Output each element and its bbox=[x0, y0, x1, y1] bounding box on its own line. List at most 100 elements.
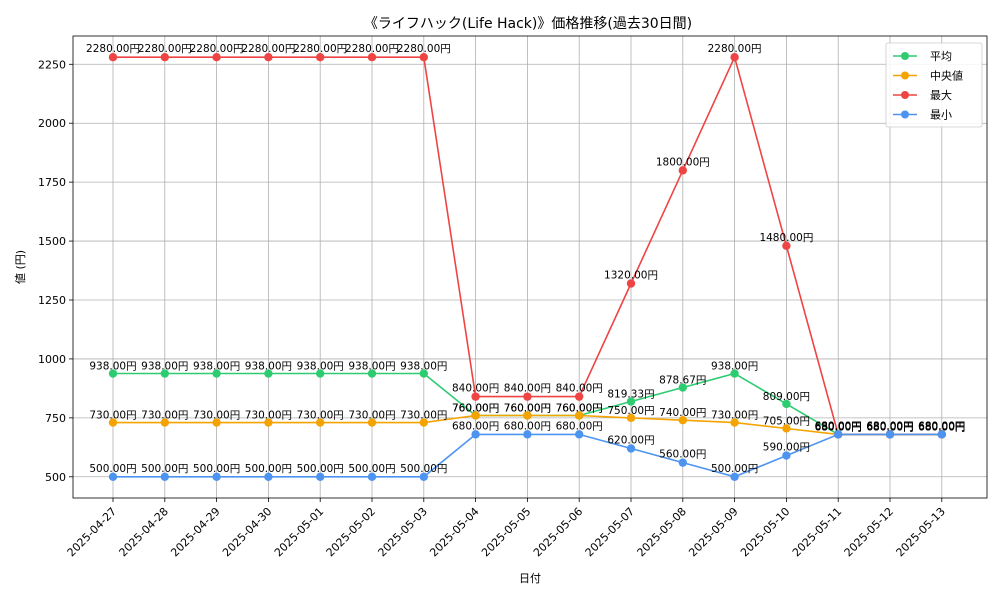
data-point bbox=[419, 369, 428, 378]
chart-title: 《ライフハック(Life Hack)》価格推移(過去30日間) bbox=[364, 16, 692, 32]
data-label: 730.00円 bbox=[711, 410, 758, 422]
x-tick-label: 2025-05-02 bbox=[324, 505, 378, 559]
plot-frame bbox=[72, 35, 988, 499]
legend-swatch-marker bbox=[901, 52, 909, 60]
x-tick-label: 2025-05-07 bbox=[583, 505, 637, 559]
x-tick-label: 2025-05-04 bbox=[427, 505, 481, 559]
data-point bbox=[316, 369, 325, 378]
data-label: 705.00円 bbox=[763, 415, 810, 427]
data-label: 1320.00円 bbox=[604, 270, 658, 282]
data-label: 680.00円 bbox=[866, 421, 913, 433]
data-point bbox=[108, 53, 118, 62]
data-point bbox=[834, 430, 843, 439]
data-point bbox=[367, 418, 377, 427]
data-label: 620.00円 bbox=[607, 435, 654, 447]
data-label: 500.00円 bbox=[348, 463, 395, 475]
data-label: 680.00円 bbox=[504, 420, 551, 432]
data-label: 730.00円 bbox=[141, 410, 188, 422]
y-tick-label: 1000 bbox=[38, 353, 66, 366]
data-point bbox=[730, 418, 739, 427]
data-label: 938.00円 bbox=[348, 361, 395, 373]
data-point bbox=[575, 430, 584, 439]
data-label: 2280.00円 bbox=[293, 43, 347, 55]
x-tick-label: 2025-04-27 bbox=[65, 505, 119, 559]
data-label: 500.00円 bbox=[400, 463, 447, 475]
x-tick-label: 2025-05-13 bbox=[894, 505, 948, 559]
data-label: 680.00円 bbox=[918, 420, 965, 432]
y-tick-label: 750 bbox=[45, 412, 66, 425]
data-label: 680.00円 bbox=[815, 421, 862, 433]
data-point bbox=[575, 392, 584, 401]
data-point bbox=[160, 53, 169, 62]
data-label: 740.00円 bbox=[659, 407, 706, 419]
data-label: 680.00円 bbox=[918, 420, 965, 432]
data-point bbox=[212, 369, 221, 378]
data-label: 2280.00円 bbox=[241, 43, 295, 55]
data-point bbox=[523, 411, 532, 420]
data-point bbox=[471, 411, 480, 420]
data-label: 500.00円 bbox=[193, 463, 240, 475]
x-tick-label: 2025-04-28 bbox=[117, 505, 171, 559]
data-point bbox=[108, 472, 118, 481]
x-tick-label: 2025-05-12 bbox=[842, 505, 896, 559]
data-point bbox=[212, 53, 221, 62]
data-point bbox=[626, 444, 636, 453]
series-layer bbox=[108, 53, 946, 481]
x-tick-label: 2025-04-30 bbox=[220, 505, 274, 559]
x-tick-label: 2025-05-11 bbox=[790, 505, 844, 559]
data-label: 760.00円 bbox=[556, 403, 603, 415]
data-label: 938.00円 bbox=[400, 361, 447, 373]
data-point bbox=[730, 53, 739, 62]
x-axis-ticks: 2025-04-272025-04-282025-04-292025-04-30… bbox=[65, 498, 948, 559]
data-point bbox=[367, 369, 377, 378]
data-point bbox=[264, 418, 273, 427]
data-point bbox=[782, 399, 791, 409]
x-tick-label: 2025-05-03 bbox=[376, 505, 430, 559]
data-point bbox=[316, 53, 325, 62]
data-label: 730.00円 bbox=[193, 410, 240, 422]
data-label: 760.00円 bbox=[452, 403, 499, 415]
data-point bbox=[212, 418, 221, 427]
data-label: 2280.00円 bbox=[397, 43, 451, 55]
x-tick-label: 2025-05-06 bbox=[531, 505, 585, 559]
data-label: 730.00円 bbox=[348, 410, 395, 422]
data-label: 680.00円 bbox=[556, 420, 603, 432]
y-axis-label: 値 (円) bbox=[14, 250, 27, 284]
y-tick-label: 500 bbox=[45, 471, 66, 484]
data-point bbox=[678, 166, 687, 175]
data-label: 730.00円 bbox=[400, 410, 447, 422]
data-label: 938.00円 bbox=[141, 361, 188, 373]
legend-entry: 平均 bbox=[930, 50, 952, 63]
data-point bbox=[782, 241, 791, 250]
data-label: 2280.00円 bbox=[190, 43, 244, 55]
data-point bbox=[626, 279, 636, 288]
data-label: 730.00円 bbox=[245, 410, 292, 422]
y-tick-label: 1500 bbox=[38, 235, 66, 248]
data-label: 760.00円 bbox=[452, 403, 499, 415]
data-label: 680.00円 bbox=[866, 420, 913, 432]
data-point bbox=[730, 472, 739, 481]
data-label: 840.00円 bbox=[504, 383, 551, 395]
data-label: 680.00円 bbox=[918, 421, 965, 433]
y-tick-label: 1750 bbox=[38, 176, 66, 189]
data-label: 938.00円 bbox=[297, 361, 344, 373]
data-label: 590.00円 bbox=[763, 442, 810, 454]
data-label: 840.00円 bbox=[556, 383, 603, 395]
data-point bbox=[212, 472, 221, 481]
data-label: 2280.00円 bbox=[86, 43, 140, 55]
data-point bbox=[678, 458, 687, 467]
data-point bbox=[730, 369, 739, 378]
data-label: 500.00円 bbox=[89, 463, 136, 475]
x-tick-label: 2025-05-10 bbox=[738, 505, 792, 559]
data-point bbox=[626, 413, 636, 423]
x-tick-label: 2025-05-05 bbox=[479, 505, 533, 559]
data-point bbox=[782, 451, 791, 460]
data-point bbox=[108, 369, 118, 378]
data-label: 2280.00円 bbox=[138, 43, 192, 55]
data-label: 500.00円 bbox=[297, 463, 344, 475]
data-label: 878.67円 bbox=[659, 375, 706, 387]
data-point bbox=[626, 397, 636, 406]
data-label: 819.33円 bbox=[607, 389, 654, 401]
data-label: 680.00円 bbox=[452, 420, 499, 432]
